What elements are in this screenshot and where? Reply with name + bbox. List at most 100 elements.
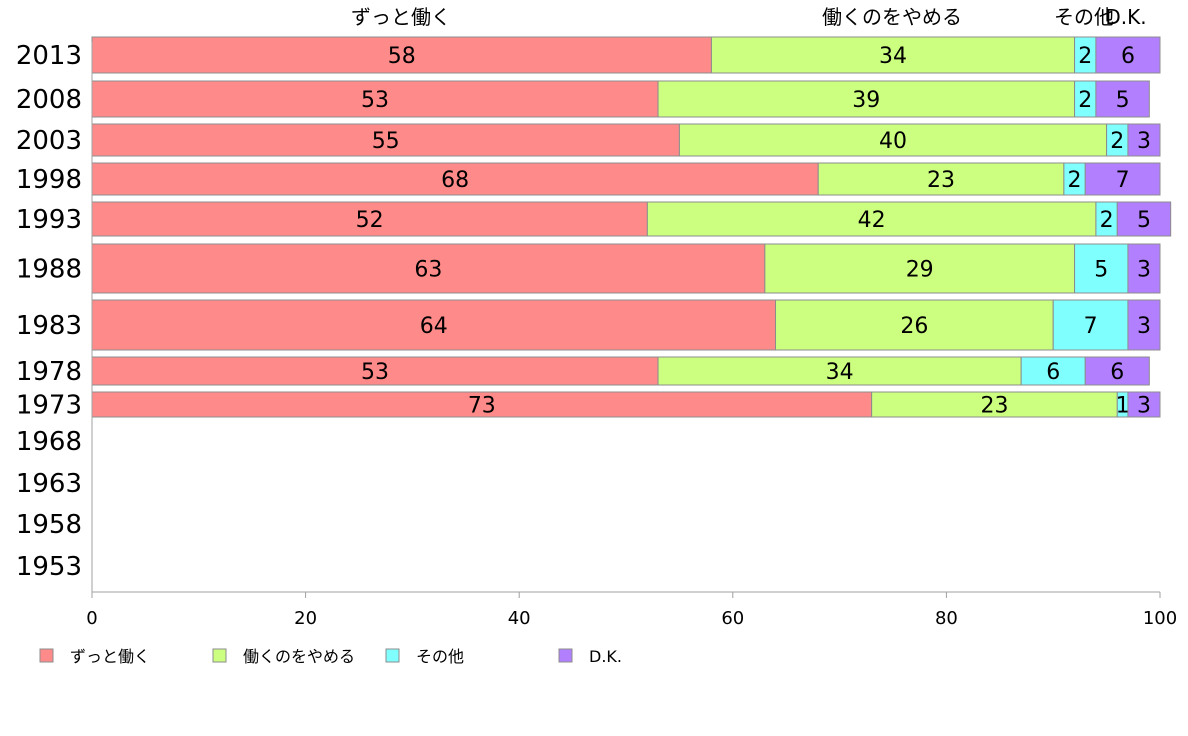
bar-value-label-1983-s2: 7	[1084, 314, 1098, 339]
legend-swatch-2	[385, 648, 400, 663]
bar-value-label-1998-s3: 7	[1116, 168, 1130, 193]
bar-segment-2008-s3	[1095, 80, 1150, 118]
top-category-labels: ずっと働く 働くのをやめる その他 D.K.	[351, 5, 1147, 29]
bar-value-label-1998-s1: 23	[927, 168, 955, 193]
bar-segment-1988-s1	[764, 243, 1076, 294]
legend-label-1: 働くのをやめる	[243, 647, 355, 666]
legend-label-0: ずっと働く	[70, 647, 150, 666]
bar-segment-1983-s0	[91, 299, 777, 351]
bar-segment-1998-s1	[817, 162, 1065, 196]
bar-value-label-1988-s0: 63	[414, 258, 442, 283]
bar-value-label-2013-s1: 34	[879, 44, 907, 69]
year-label-1998: 1998	[16, 165, 82, 195]
bar-segment-1998-s3	[1084, 162, 1161, 196]
bar-value-label-1978-s2: 6	[1046, 360, 1060, 385]
legend-label-2: その他	[416, 647, 464, 666]
x-tick-label-40: 40	[508, 608, 531, 629]
bar-value-label-1983-s0: 64	[420, 314, 448, 339]
bar-segment-1978-s2	[1020, 356, 1086, 386]
bar-value-label-1973-s0: 73	[468, 394, 496, 419]
bar-segment-2013-s0	[91, 36, 712, 74]
bar-value-label-1978-s3: 6	[1110, 360, 1124, 385]
top-label-dk: D.K.	[1105, 5, 1146, 29]
bar-value-label-1993-s0: 52	[356, 208, 384, 233]
bar-segment-2003-s3	[1127, 123, 1161, 157]
legend-swatch-1	[212, 648, 227, 663]
bar-segment-1993-s1	[646, 201, 1097, 237]
year-label-1963: 1963	[16, 469, 82, 499]
bar-value-label-2003-s0: 55	[372, 129, 400, 154]
bar-value-label-1983-s3: 3	[1137, 314, 1151, 339]
bar-value-label-2008-s0: 53	[361, 88, 389, 113]
legend: ずっと働く 働くのをやめる その他 D.K.	[39, 647, 622, 666]
bar-value-label-2008-s2: 2	[1078, 88, 1092, 113]
year-label-2008: 2008	[16, 85, 82, 115]
bar-value-label-1988-s3: 3	[1137, 258, 1151, 283]
bar-value-label-2003-s2: 2	[1110, 129, 1124, 154]
top-label-other: その他	[1054, 5, 1114, 29]
bar-segment-1998-s0	[91, 162, 819, 196]
x-tick-label-80: 80	[935, 608, 958, 629]
x-axis: 0 20 40 60 80 100	[86, 42, 1177, 629]
bar-segment-2003-s1	[678, 123, 1108, 157]
x-tick-label-100: 100	[1143, 608, 1177, 629]
bar-segment-1973-s1	[871, 391, 1118, 418]
legend-label-3: D.K.	[589, 647, 622, 666]
bar-value-label-1993-s1: 42	[858, 208, 886, 233]
bar-value-label-2003-s1: 40	[879, 129, 907, 154]
bar-value-label-2013-s2: 2	[1078, 44, 1092, 69]
bar-value-label-1998-s2: 2	[1068, 168, 1082, 193]
bar-segment-2008-s0	[91, 80, 659, 118]
year-labels: 2013 2008 2003 1998 1993 1988 1983 1978 1973 1968…	[16, 41, 82, 582]
bar-segment-1978-s0	[91, 356, 659, 386]
bar-segment-1973-s3	[1127, 391, 1161, 418]
bar-value-label-2008-s3: 5	[1116, 88, 1130, 113]
bar-value-label-1988-s1: 29	[906, 258, 934, 283]
bar-segment-1988-s0	[91, 243, 766, 294]
year-label-2013: 2013	[16, 41, 82, 71]
top-label-always-work: ずっと働く	[351, 5, 451, 29]
legend-swatch-0	[39, 648, 54, 663]
bar-value-label-2008-s1: 39	[852, 88, 880, 113]
bar-value-label-1998-s0: 68	[441, 168, 469, 193]
bar-value-label-1988-s2: 5	[1094, 258, 1108, 283]
bar-segment-2013-s1	[710, 36, 1076, 74]
bar-segment-2008-s1	[657, 80, 1076, 118]
year-label-1958: 1958	[16, 510, 82, 540]
top-label-quit-work: 働くのをやめる	[822, 5, 962, 29]
year-label-1953: 1953	[16, 552, 82, 582]
year-label-1978: 1978	[16, 357, 82, 387]
bar-segment-1983-s2	[1052, 299, 1129, 351]
bar-value-label-1978-s0: 53	[361, 360, 389, 385]
bar-segment-2013-s3	[1095, 36, 1161, 74]
bar-value-label-1973-s1: 23	[980, 394, 1008, 419]
bar-value-label-2003-s3: 3	[1137, 129, 1151, 154]
bar-segment-1978-s1	[657, 356, 1022, 386]
x-tick-label-0: 0	[86, 608, 97, 629]
x-tick-label-60: 60	[721, 608, 744, 629]
bar-segment-1978-s3	[1084, 356, 1150, 386]
year-label-1988: 1988	[16, 255, 82, 285]
bar-segment-1993-s3	[1116, 201, 1172, 237]
bar-segment-1983-s3	[1127, 299, 1161, 351]
bar-value-label-1993-s2: 2	[1100, 208, 1114, 233]
year-label-1973: 1973	[16, 391, 82, 421]
bar-value-label-1993-s3: 5	[1137, 208, 1151, 233]
bar-value-label-1983-s1: 26	[900, 314, 928, 339]
legend-swatch-3	[558, 648, 573, 663]
bar-value-label-1978-s1: 34	[826, 360, 854, 385]
year-label-1968: 1968	[16, 427, 82, 457]
bar-segment-1983-s1	[775, 299, 1054, 351]
bar-value-label-2013-s3: 6	[1121, 44, 1135, 69]
bar-value-label-2013-s0: 58	[388, 44, 416, 69]
bar-value-label-1973-s2: 1	[1116, 394, 1130, 419]
x-tick-label-20: 20	[294, 608, 317, 629]
bar-segment-1988-s3	[1127, 243, 1161, 294]
bar-segment-2003-s0	[91, 123, 680, 157]
year-label-2003: 2003	[16, 126, 82, 156]
year-label-1993: 1993	[16, 205, 82, 235]
bar-segment-1988-s2	[1074, 243, 1129, 294]
year-label-1983: 1983	[16, 311, 82, 341]
bars-layer: 58 34 2 653 39 2 555 40 2 368 23 2 752 42 2 563 29 5 364 26…	[91, 36, 1172, 419]
